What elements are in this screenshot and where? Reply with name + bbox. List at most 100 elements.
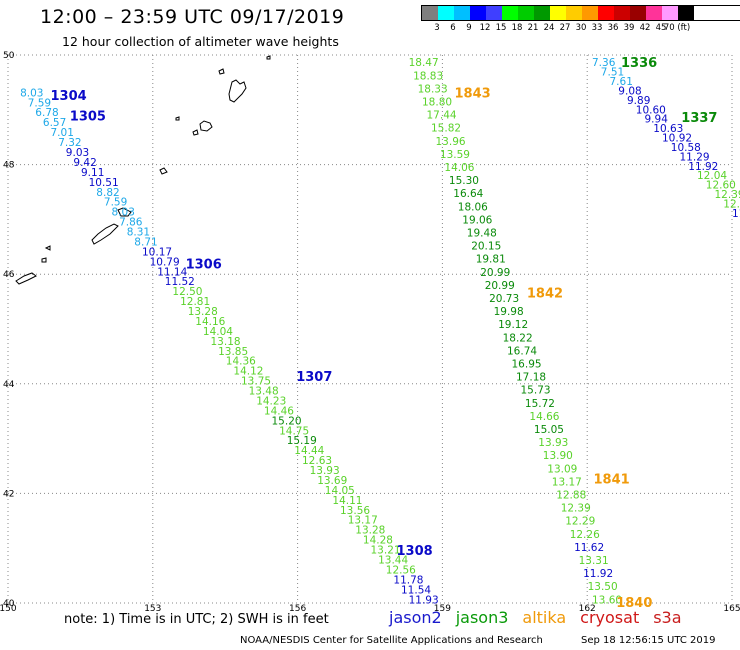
wave-height-label: 14.44 (294, 445, 324, 457)
wave-height-label: 15.72 (525, 398, 555, 410)
longitude-label: 156 (289, 604, 306, 614)
coast-kuril-9 (91, 223, 119, 245)
coast-kuril-2 (199, 120, 213, 132)
wave-height-label: 18.22 (503, 332, 533, 344)
wave-height-label: 16.74 (507, 345, 537, 357)
legend-label: 15 (495, 23, 507, 33)
legend-swatch (630, 6, 646, 20)
coastline (15, 55, 271, 285)
footer-timestamp: Sep 18 12:56:15 UTC 2019 (581, 635, 716, 646)
wave-height-label: 13.93 (310, 465, 340, 477)
coast-kuril-11 (15, 272, 37, 285)
wave-height-label: 15.20 (272, 415, 302, 427)
latitude-label: 46 (3, 270, 15, 280)
axis-labels: 150 153 156 159 162 165 50 48 46 44 42 40 (0, 51, 740, 614)
legend-swatch (470, 6, 486, 20)
graticule (7, 54, 733, 604)
wave-height-label: 17.18 (516, 372, 546, 384)
wave-height-label: 13.44 (378, 555, 408, 567)
legend-swatch (422, 6, 438, 20)
wave-height-label: 10.17 (142, 246, 172, 258)
legend-labels: 3 6 9 12 15 18 21 24 27 30 33 36 39 42 45 70 (ft) (421, 21, 740, 33)
wave-height-label: 13.48 (249, 386, 279, 398)
footer-credit: NOAA/NESDIS Center for Satellite Applica… (240, 635, 543, 646)
coast-kuril-4 (218, 68, 225, 75)
wave-height-label: 12.56 (386, 564, 416, 576)
legend-label: 42 (639, 23, 651, 33)
wave-height-label: 12.4 (723, 199, 740, 211)
wave-height-label: 13.28 (188, 306, 218, 318)
wave-height-label: 13.93 (538, 437, 568, 449)
legend-swatch (534, 6, 550, 20)
legend-swatch (598, 6, 614, 20)
wave-height-label: 12.04 (697, 170, 727, 182)
wave-height-label: 8.31 (127, 227, 150, 239)
wave-height-label: 12.50 (172, 286, 202, 298)
wave-height-label: 11.54 (401, 584, 431, 596)
coast-kuril-8 (117, 207, 132, 217)
coast-kuril-5 (266, 55, 271, 60)
wave-height-label: 13.09 (547, 463, 577, 475)
wave-height-label: 13.56 (340, 505, 370, 517)
coast-kuril-6 (175, 116, 180, 121)
wave-height-label: 9.89 (627, 95, 650, 107)
wave-height-label: 20.15 (471, 241, 501, 253)
wave-height-label: 17.44 (427, 110, 457, 122)
wave-height-label: 13.75 (241, 376, 271, 388)
legend-swatch (550, 6, 566, 20)
wave-height-label: 11.29 (680, 151, 710, 163)
wave-height-label: 13.85 (218, 346, 248, 358)
wave-height-label: 11.62 (574, 542, 604, 554)
legend-label: 70 (ft) (663, 23, 691, 33)
coast-kuril-7 (159, 167, 168, 175)
pass-time-label: 1840 (616, 596, 652, 611)
legend-label: 39 (623, 23, 635, 33)
legend-swatch (454, 6, 470, 20)
wave-height-label: 10.51 (89, 177, 119, 189)
legend-label: 12 (479, 23, 491, 33)
satellite-name-jason2: jason2 (389, 608, 442, 627)
legend-label: 27 (559, 23, 571, 33)
wave-height-label: 16.95 (512, 359, 542, 371)
wave-height-label: 14.66 (529, 411, 559, 423)
wave-height-label: 7.01 (51, 127, 74, 139)
legend-label: 33 (591, 23, 603, 33)
wave-height-label: 19.98 (494, 306, 524, 318)
wave-height-label: 11.78 (393, 574, 423, 586)
longitude-label: 150 (0, 604, 17, 614)
wave-height-label: 18.83 (413, 70, 443, 82)
wave-height-label: 14.12 (233, 366, 263, 378)
pass-time-label: 1306 (186, 257, 222, 272)
wave-height-label: 7.59 (104, 197, 127, 209)
wave-height-label: 6.57 (43, 117, 66, 129)
coast-kuril-10 (44, 245, 51, 251)
wave-height-label: 8.03 (20, 87, 43, 99)
coast-kuril-12 (41, 257, 47, 263)
wave-height-label: 14.28 (363, 535, 393, 547)
wave-height-label: 12.39 (715, 189, 740, 201)
wave-height-label: 18.80 (422, 97, 452, 109)
legend-label: 45 (655, 23, 667, 33)
wave-height-label: 10.58 (671, 142, 701, 154)
wave-height-label: 14.06 (444, 162, 474, 174)
pass-time-label: 1304 (51, 89, 87, 104)
wave-height-label: 20.73 (489, 293, 519, 305)
wave-height-label: 11.14 (157, 266, 187, 278)
satellite-name-cryosat: cryosat (580, 608, 640, 627)
wave-height-label: 13.28 (355, 525, 385, 537)
wave-height-label: 12.88 (556, 490, 586, 502)
wave-height-label: 9.03 (66, 147, 89, 159)
wave-height-label: 13.60 (592, 594, 622, 606)
satellite-name-jason3: jason3 (455, 608, 509, 627)
wave-height-label: 10.79 (150, 256, 180, 268)
longitude-label: 165 (723, 604, 740, 614)
wave-height-label: 7.86 (119, 217, 143, 229)
longitude-label: 153 (144, 604, 161, 614)
wave-height-label: 8.71 (134, 236, 157, 248)
wave-height-label: 18.33 (418, 83, 448, 95)
coast-kuril-3 (192, 129, 199, 136)
wave-height-label: 9.11 (81, 167, 104, 179)
legend-swatch (582, 6, 598, 20)
coast-kuril-1 (228, 79, 247, 103)
wave-height-label: 12.63 (302, 455, 332, 467)
